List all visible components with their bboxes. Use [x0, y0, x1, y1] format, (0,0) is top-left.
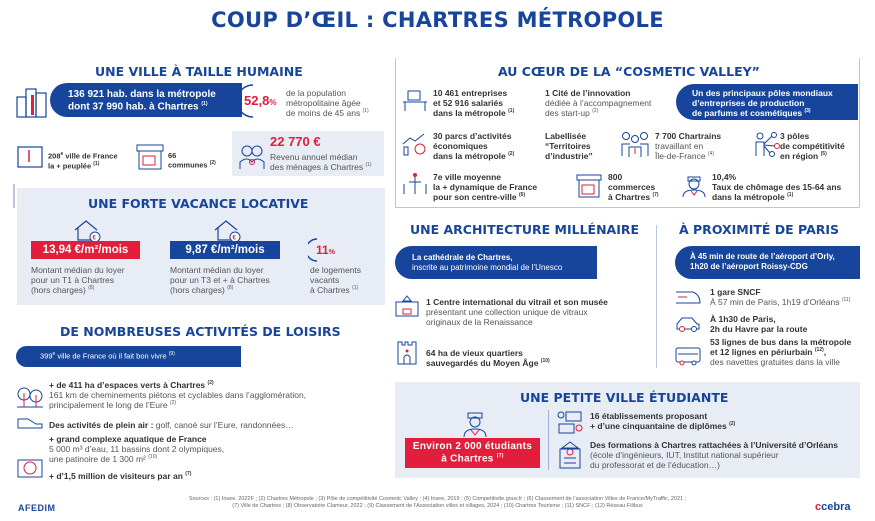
- desk-computer-icon: [402, 90, 428, 112]
- pct-young-value: 52,8%: [244, 93, 277, 108]
- shop-icon: [576, 174, 602, 198]
- student-icon: [462, 410, 488, 438]
- entreprises: 10 461 entreprises et 52 916 salariés dans…: [433, 88, 515, 119]
- cathedrale-pill: La cathédrale de Chartres, inscrite au pa…: [395, 246, 597, 279]
- etudiants-box: Environ 2 000 étudiants à Chartres (7): [405, 438, 540, 468]
- plein-air: Des activités de plein air : golf, canoé…: [49, 420, 294, 430]
- complexe-aquatique: + grand complexe aquatique de France 5 00…: [49, 434, 225, 465]
- percent-arc-icon: [240, 84, 254, 118]
- etablissements: 16 établissements proposant + d’une cinqu…: [590, 411, 736, 432]
- family-icon: [238, 142, 266, 170]
- t3-text: Montant médian du loyer pour un T3 et + à…: [170, 265, 270, 296]
- sneaker-icon: [16, 416, 44, 430]
- section-title-etudiante: UNE PETITE VILLE ÉTUDIANTE: [520, 390, 729, 405]
- trees-icon: [16, 385, 44, 409]
- tower-icon: [396, 340, 418, 366]
- map-icon: [16, 145, 44, 171]
- section-title-paris: À PROXIMITÉ DE PARIS: [679, 222, 840, 237]
- ref: (1): [201, 101, 208, 107]
- cosmetic-box: [395, 58, 860, 208]
- gare-sncf: 1 gare SNCF À 57 min de Paris, 1h19 d’Orl…: [710, 287, 851, 308]
- centre-vitrail: 1 Centre international du vitrail et son…: [426, 297, 608, 328]
- bus-icon: [675, 346, 701, 366]
- vieux-quartiers: 64 ha de vieux quartiers sauvegardés du M…: [426, 348, 550, 369]
- worker-icon: [681, 172, 707, 198]
- chartrains-idf: 7 700 Chartrains travaillant en Île-de-Fra…: [655, 131, 722, 162]
- territoires-industrie: Labellisée “Territoires d’industrie”: [545, 131, 593, 162]
- sources: Sources : (1) Insee, 2022F ; (2) Chartre…: [188, 496, 687, 510]
- aeroport-pill: À 45 min de route de l’aéroport d’Orly, 1…: [675, 246, 860, 279]
- ville-dynamique: 7e ville moyenne la + dynamique de France…: [433, 172, 538, 203]
- rank-population: 208e ville de France la + peuplée (1): [48, 151, 118, 170]
- parcs-activites: 30 parcs d’activités économiques dans la m…: [433, 131, 515, 162]
- section-title-vacance: UNE FORTE VACANCE LOCATIVE: [88, 196, 309, 211]
- afedim-logo: AFEDIM: [18, 503, 56, 513]
- car-icon: [675, 315, 701, 333]
- diploma-chat-icon: [557, 411, 583, 435]
- svg-text:€: €: [233, 236, 237, 242]
- section-title-cosmetic: AU CŒUR DE LA “COSMETIC VALLEY”: [498, 64, 760, 79]
- visiteurs: + d’1,5 million de visiteurs par an (7): [49, 471, 192, 481]
- house-euro-icon: €: [212, 218, 242, 244]
- section-title-archi: UNE ARCHITECTURE MILLÉNAIRE: [410, 222, 640, 237]
- route: À 1h30 de Paris, 2h du Havre par la route: [710, 314, 808, 335]
- network-person-icon: [752, 130, 780, 158]
- population-line1: 136 921 hab. dans la métropole: [68, 89, 216, 100]
- revenu-value: 22 770 €: [270, 134, 321, 149]
- percent-arc-icon: [308, 238, 318, 262]
- section-title-ville: UNE VILLE À TAILLE HUMAINE: [95, 64, 303, 79]
- university-icon: [557, 441, 583, 469]
- museum-icon: [394, 294, 420, 318]
- chomage: 10,4% Taux de chômage des 15-64 ans dans l…: [712, 172, 842, 203]
- pct-young-text: de la population métropolitaine âgée de mo…: [286, 88, 369, 119]
- camera-icon: [16, 455, 44, 479]
- divider: [13, 184, 15, 208]
- population-pill: 136 921 hab. dans la métropole dont 37 9…: [50, 83, 242, 117]
- espaces-verts: + de 411 ha d’espaces verts à Chartres (…: [49, 380, 307, 411]
- svg-text:€: €: [93, 236, 97, 242]
- population-line2: dont 37 990 hab. à Chartres: [68, 101, 199, 113]
- divider: [548, 410, 549, 470]
- train-icon: [675, 289, 701, 305]
- t1-price: 13,94 €/m²/mois: [31, 241, 140, 259]
- vacant-text: de logements vacants à Chartres (1): [310, 265, 362, 296]
- page-title: COUP D’ŒIL : CHARTRES MÉTROPOLE: [211, 8, 664, 32]
- growth-chart-euro-icon: [402, 132, 428, 156]
- t3-price: 9,87 €/m²/mois: [170, 241, 280, 259]
- commerces: 800 commerces à Chartres (7): [608, 172, 659, 203]
- house-euro-icon: €: [72, 218, 102, 244]
- section-title-loisirs: DE NOMBREUSES ACTIVITÉS DE LOISIRS: [60, 324, 341, 339]
- poles-competitivite: 3 pôles de compétitivité en région (5): [780, 131, 845, 162]
- cosmetic-pill: Un des principaux pôles mondiaux d’entrep…: [676, 84, 858, 120]
- people-group-icon: [620, 130, 650, 158]
- revenu-box: [232, 131, 384, 176]
- t1-text: Montant médian du loyer pour un T1 à Char…: [31, 265, 125, 296]
- formations: Des formations à Chartres rattachées à l…: [590, 440, 839, 471]
- communes: 66 communes (2): [168, 151, 216, 170]
- shop-icon: [135, 143, 165, 171]
- vacant-pct: 11%: [316, 243, 335, 257]
- divider: [656, 225, 657, 368]
- city-buildings-icon: [14, 85, 50, 119]
- cite-innovation: 1 Cité de l’innovation dédiée à l’accompa…: [545, 88, 652, 119]
- bus-lignes: 53 lignes de bus dans la métropole et 12 …: [710, 337, 852, 368]
- bon-vivre-pill: 399e ville de France où il fait bon vivr…: [16, 346, 241, 367]
- cebra-logo: ccebra: [815, 501, 851, 513]
- revenu-text: Revenu annuel médian des ménages à Chartr…: [270, 152, 372, 173]
- cafe-terrace-icon: [402, 172, 428, 196]
